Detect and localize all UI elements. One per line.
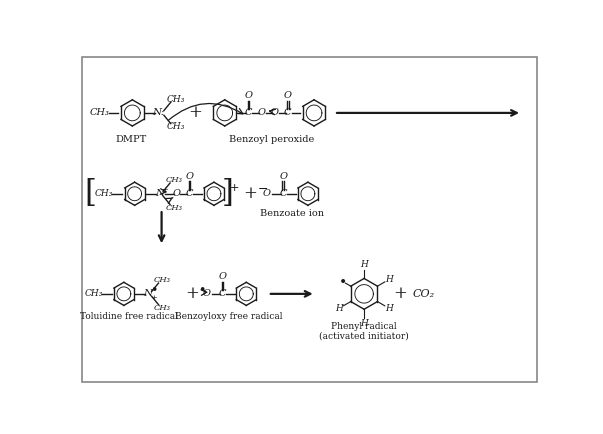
Text: H: H: [385, 304, 393, 313]
Text: Benzoyloxy free radical: Benzoyloxy free radical: [175, 312, 282, 322]
Text: CH₃: CH₃: [84, 289, 103, 298]
Text: CO₂: CO₂: [412, 289, 434, 299]
Text: C: C: [280, 189, 287, 198]
Text: N:: N:: [153, 108, 165, 118]
Text: C: C: [284, 108, 292, 118]
Text: Benzoate ion: Benzoate ion: [260, 209, 324, 218]
Text: H: H: [360, 319, 368, 328]
Text: O: O: [257, 108, 266, 118]
Text: CH₃: CH₃: [165, 176, 182, 184]
Text: ]: ]: [222, 178, 234, 209]
Text: H: H: [385, 275, 393, 284]
Text: O: O: [284, 92, 292, 100]
Text: C: C: [245, 108, 252, 118]
Text: •: •: [339, 276, 347, 290]
Text: N: N: [143, 289, 153, 298]
Text: •: •: [198, 284, 205, 297]
Text: DMPT: DMPT: [115, 135, 147, 144]
Text: O: O: [218, 273, 226, 281]
Text: O: O: [185, 172, 194, 181]
Text: CH₃: CH₃: [154, 276, 171, 284]
Text: CH₃: CH₃: [166, 95, 185, 104]
Text: Benzoyl peroxide: Benzoyl peroxide: [229, 135, 314, 144]
Text: H: H: [360, 260, 368, 269]
Text: O: O: [172, 189, 180, 198]
Text: +: +: [243, 185, 257, 202]
Text: N: N: [155, 189, 164, 198]
Text: CH₃: CH₃: [95, 189, 113, 198]
Text: CH₃: CH₃: [90, 108, 110, 118]
Text: Phenyl radical
(activated initiator): Phenyl radical (activated initiator): [319, 322, 409, 341]
Text: −: −: [258, 183, 268, 196]
Text: O: O: [203, 289, 211, 298]
Text: CH₃: CH₃: [154, 304, 171, 312]
Text: +: +: [150, 294, 157, 302]
Text: +: +: [189, 105, 203, 122]
Text: •: •: [150, 283, 157, 296]
Text: O: O: [271, 108, 279, 118]
Text: CH₃: CH₃: [165, 204, 182, 212]
Text: +: +: [393, 286, 407, 302]
Text: O: O: [245, 92, 253, 100]
Text: H: H: [335, 304, 343, 313]
Text: [: [: [85, 178, 96, 209]
Text: C: C: [186, 189, 193, 198]
Text: +: +: [230, 183, 239, 193]
Text: +: +: [161, 186, 168, 194]
Text: C: C: [219, 289, 226, 298]
Text: O: O: [263, 189, 271, 198]
Text: O: O: [279, 172, 287, 181]
Text: +: +: [186, 286, 200, 302]
Text: CH₃: CH₃: [166, 122, 185, 131]
Text: Toluidine free radical: Toluidine free radical: [80, 312, 178, 322]
